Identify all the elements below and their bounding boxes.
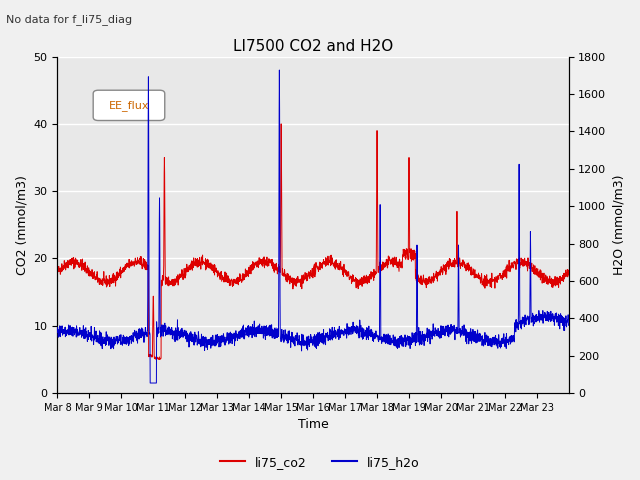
X-axis label: Time: Time: [298, 419, 328, 432]
Y-axis label: CO2 (mmol/m3): CO2 (mmol/m3): [15, 175, 28, 275]
FancyBboxPatch shape: [93, 90, 164, 120]
Text: No data for f_li75_diag: No data for f_li75_diag: [6, 14, 132, 25]
Title: LI7500 CO2 and H2O: LI7500 CO2 and H2O: [233, 39, 393, 54]
Text: EE_flux: EE_flux: [109, 100, 149, 111]
Legend: li75_co2, li75_h2o: li75_co2, li75_h2o: [215, 451, 425, 474]
Y-axis label: H2O (mmol/m3): H2O (mmol/m3): [612, 175, 625, 275]
